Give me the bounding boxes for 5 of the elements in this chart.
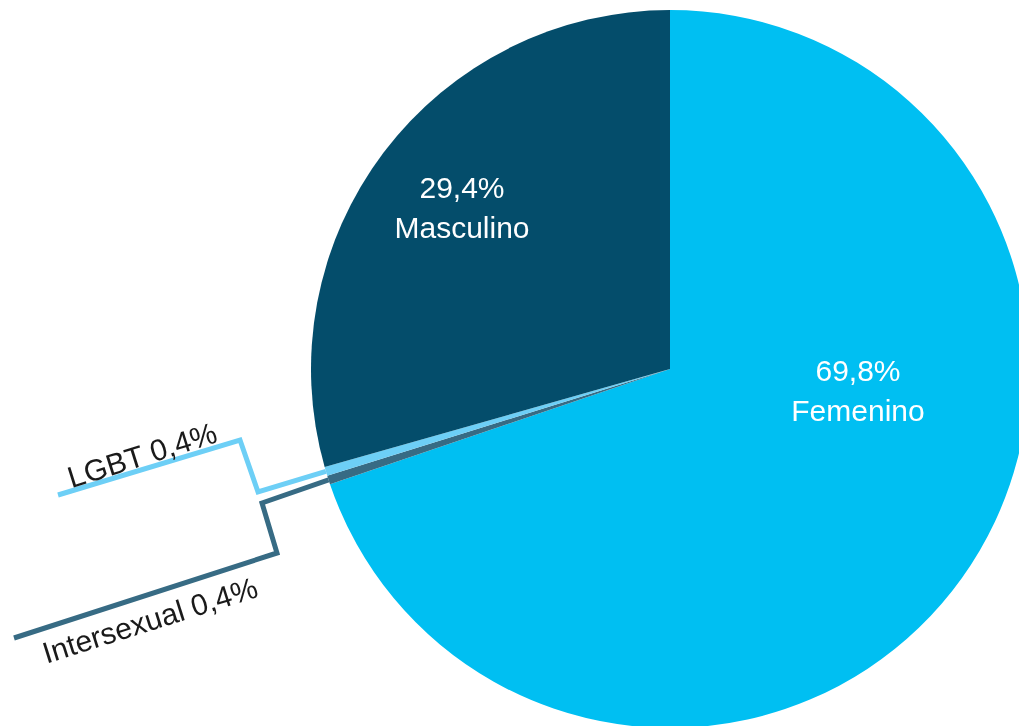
data-label: 69,8% [815, 353, 901, 387]
slice-label: LGBT 0,4% [63, 416, 221, 494]
data-label: 29,4% [419, 170, 505, 204]
slice-label: Masculino [394, 210, 530, 244]
slice-label: Femenino [791, 393, 925, 427]
